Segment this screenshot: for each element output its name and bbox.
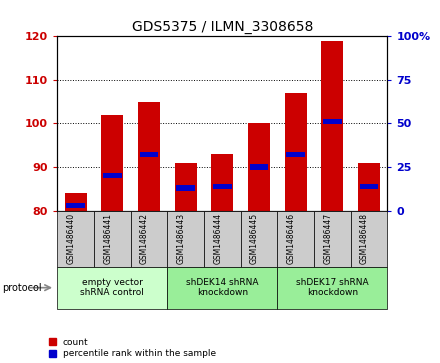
Text: GSM1486445: GSM1486445 xyxy=(250,213,259,264)
Bar xyxy=(285,93,307,211)
Bar xyxy=(101,115,123,211)
Text: empty vector
shRNA control: empty vector shRNA control xyxy=(80,278,144,297)
Bar xyxy=(176,185,195,191)
Text: shDEK14 shRNA
knockdown: shDEK14 shRNA knockdown xyxy=(186,278,258,297)
Text: shDEK17 shRNA
knockdown: shDEK17 shRNA knockdown xyxy=(296,278,369,297)
Bar xyxy=(103,173,121,178)
Text: GSM1486447: GSM1486447 xyxy=(323,213,332,264)
Text: GSM1486441: GSM1486441 xyxy=(103,213,112,264)
Bar xyxy=(249,164,268,170)
Bar xyxy=(213,184,231,189)
Text: GSM1486440: GSM1486440 xyxy=(66,213,76,264)
Bar xyxy=(139,152,158,158)
Bar xyxy=(175,163,197,211)
Title: GDS5375 / ILMN_3308658: GDS5375 / ILMN_3308658 xyxy=(132,20,313,34)
Bar xyxy=(211,154,233,211)
Bar xyxy=(286,152,305,158)
Bar xyxy=(323,119,341,124)
Bar xyxy=(65,193,87,211)
Text: GSM1486442: GSM1486442 xyxy=(140,213,149,264)
Bar xyxy=(321,41,343,211)
Text: protocol: protocol xyxy=(2,283,42,293)
Text: GSM1486443: GSM1486443 xyxy=(176,213,186,264)
Text: GSM1486446: GSM1486446 xyxy=(286,213,296,264)
Text: GSM1486444: GSM1486444 xyxy=(213,213,222,264)
Bar xyxy=(66,203,85,208)
Bar xyxy=(358,163,380,211)
Text: GSM1486448: GSM1486448 xyxy=(360,213,369,264)
Bar xyxy=(248,123,270,211)
Bar xyxy=(359,184,378,189)
Legend: count, percentile rank within the sample: count, percentile rank within the sample xyxy=(48,338,216,359)
Bar xyxy=(138,102,160,211)
